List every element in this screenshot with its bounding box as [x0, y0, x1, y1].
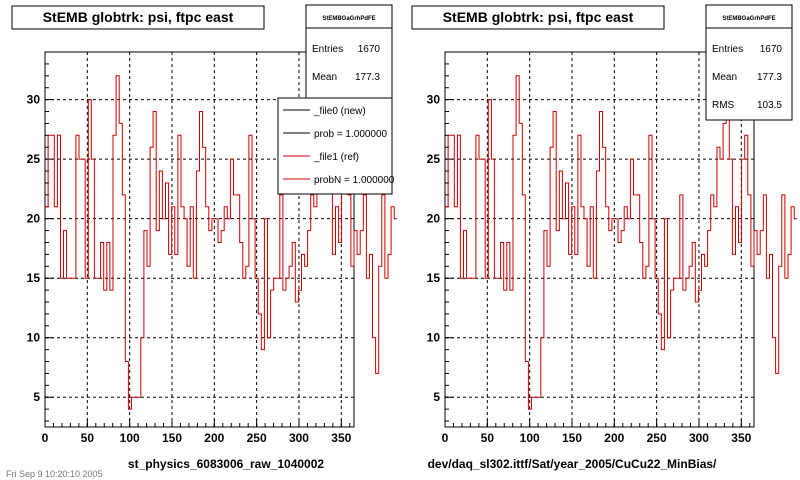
right-stats-entries-label: Entries — [712, 44, 743, 55]
right-xtick-label: 100 — [520, 431, 540, 445]
right-ytick-label: 30 — [427, 93, 441, 107]
right-xtick-label: 0 — [442, 431, 449, 445]
legend-label-file1: _file1 (ref) — [313, 152, 359, 163]
right-series-line — [445, 75, 798, 410]
left-axis-ticks: 0 50 100 150 200 250 300 350 5 10 15 20 25 30 — [27, 63, 352, 445]
left-stats-entries-value: 1670 — [358, 44, 381, 55]
right-series-group — [445, 75, 798, 410]
right-stats-box — [705, 4, 793, 121]
left-xtick-label: 200 — [204, 431, 224, 445]
right-stats-header: StEMBGaGrhPdFE — [722, 16, 775, 22]
legend-entry-file0: _file0 (new) — [283, 106, 366, 117]
left-xtick-label: 300 — [289, 431, 309, 445]
legend-entry-prob: prob = 1.000000 — [283, 129, 388, 140]
right-ytick-label: 10 — [427, 331, 441, 345]
left-xtick-label: 350 — [331, 431, 351, 445]
right-xtick-label: 200 — [604, 431, 624, 445]
right-stats-rms-value: 103.5 — [757, 100, 782, 111]
left-plot-title: StEMB globtrk: psi, ftpc east — [43, 9, 234, 25]
right-xaxis-label: dev/daq_sl302.ittf/Sat/year_2005/CuCu22_… — [428, 457, 717, 471]
left-ytick-label: 10 — [27, 331, 41, 345]
right-plot-title: StEMB globtrk: psi, ftpc east — [443, 9, 634, 25]
left-legend-box — [277, 97, 393, 195]
legend-label-prob: prob = 1.000000 — [314, 129, 388, 140]
left-histogram-panel: 0 50 100 150 200 250 300 350 5 10 15 20 25 30 StEMB g… — [11, 4, 398, 471]
right-stats-mean-value: 177.3 — [757, 72, 782, 83]
right-ytick-label: 25 — [427, 152, 441, 166]
left-xtick-label: 0 — [42, 431, 49, 445]
legend-entry-probn: probN = 1.000000 — [283, 175, 395, 186]
legend-entry-file1: _file1 (ref) — [283, 152, 359, 163]
left-title-box — [11, 5, 265, 30]
right-stats-mean-label: Mean — [712, 72, 737, 83]
left-ytick-label: 15 — [27, 271, 41, 285]
left-ytick-label: 20 — [27, 212, 41, 226]
right-axis-ticks: 0 50 100 150 200 250 300 350 5 10 15 20 25 30 — [427, 63, 752, 445]
left-xtick-label: 50 — [81, 431, 95, 445]
right-ytick-label: 15 — [427, 271, 441, 285]
right-xtick-label: 350 — [731, 431, 751, 445]
left-xtick-label: 250 — [247, 431, 267, 445]
right-ytick-label: 20 — [427, 212, 441, 226]
right-stats-rms-label: RMS — [712, 100, 735, 111]
left-stats-entries-label: Entries — [312, 44, 343, 55]
left-ytick-label: 30 — [27, 93, 41, 107]
left-ytick-label: 5 — [33, 390, 40, 404]
right-xtick-label: 150 — [562, 431, 582, 445]
right-histogram-panel: 0 50 100 150 200 250 300 350 5 10 15 20 25 30 StEMB g… — [411, 4, 798, 471]
left-xtick-label: 150 — [162, 431, 182, 445]
left-stats-header: StEMBGaGrhPdFE — [322, 16, 375, 22]
right-stats-entries-value: 1670 — [760, 44, 783, 55]
right-xtick-label: 300 — [689, 431, 709, 445]
footer-timestamp: Fri Sep 9 10:20:10 2005 — [6, 469, 103, 479]
left-stats-mean-value: 177.3 — [355, 72, 380, 83]
right-grid — [445, 52, 754, 427]
right-ytick-label: 5 — [433, 390, 440, 404]
legend-label-file0: _file0 (new) — [313, 106, 366, 117]
right-xtick-label: 250 — [647, 431, 667, 445]
legend-label-probn: probN = 1.000000 — [314, 175, 395, 186]
left-xaxis-label: st_physics_6083006_raw_1040002 — [128, 457, 324, 471]
right-xtick-label: 50 — [481, 431, 495, 445]
left-series-group — [45, 75, 398, 410]
left-xtick-label: 100 — [120, 431, 140, 445]
left-ytick-label: 25 — [27, 152, 41, 166]
left-stats-mean-label: Mean — [312, 72, 337, 83]
right-title-box — [411, 5, 665, 30]
left-series-line — [45, 75, 398, 410]
